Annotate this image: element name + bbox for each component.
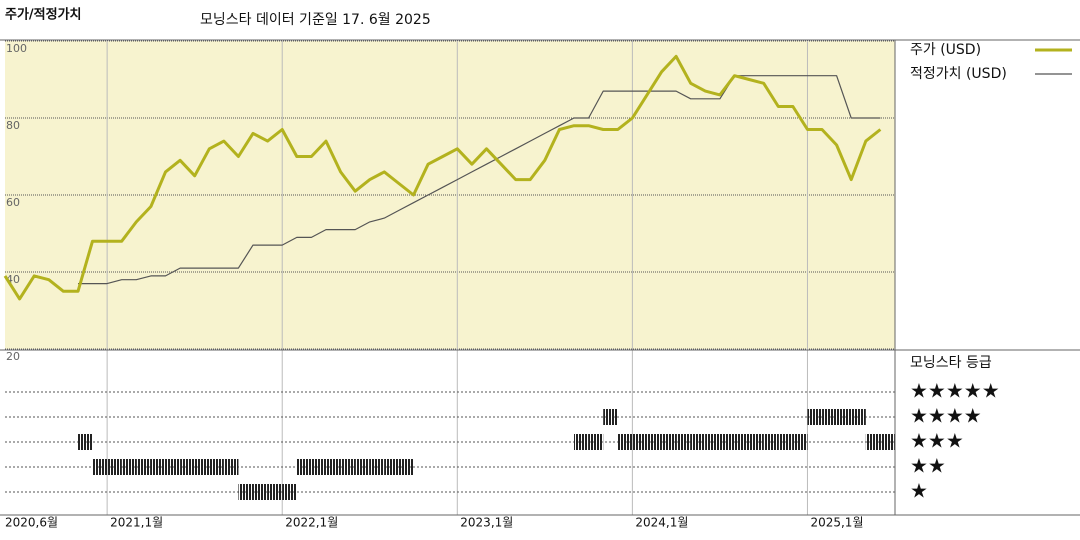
rating-bar [165, 459, 181, 475]
rating-bar [121, 459, 137, 475]
rating-bar [209, 459, 224, 475]
x-tick-label: 2025,1월 [810, 516, 863, 530]
rating-bar [749, 434, 764, 450]
rating-bar [690, 434, 706, 450]
rating-label: ★★★★ [910, 404, 982, 428]
rating-bar [296, 459, 312, 475]
rating-bar [705, 434, 720, 450]
rating-bar [223, 459, 239, 475]
rating-bar [865, 434, 881, 450]
rating-bar [340, 459, 356, 475]
rating-title: 모닝스타 등급 [910, 355, 992, 371]
rating-bar [778, 434, 793, 450]
rating-bar [180, 459, 195, 475]
rating-bar [851, 409, 866, 425]
rating-bar [792, 434, 808, 450]
x-tick-label: 2024,1월 [635, 516, 688, 530]
x-tick-label: 2023,1월 [460, 516, 513, 530]
series-line [3, 54, 882, 301]
rating-bar [398, 459, 414, 475]
legend-label: 적정가치 (USD) [910, 66, 1007, 82]
rating-bar [632, 434, 647, 450]
series-line [78, 75, 881, 285]
rating-bar [588, 434, 604, 450]
rating-bar [836, 409, 852, 425]
rating-bar [311, 459, 326, 475]
rating-bar [822, 409, 837, 425]
x-tick-label: 2021,1월 [110, 516, 163, 530]
chart-title: 주가/적정가치 [5, 7, 82, 23]
rating-bar [267, 484, 283, 500]
rating-bar [646, 434, 662, 450]
x-tick-label: 2022,1월 [285, 516, 338, 530]
rating-bar [603, 409, 618, 425]
rating-label: ★★★ [910, 429, 964, 453]
rating-bar [369, 459, 385, 475]
rating-label: ★★★★★ [910, 379, 1000, 403]
rating-bar [355, 459, 370, 475]
rating-bar [238, 484, 254, 500]
legend-label: 주가 (USD) [910, 42, 981, 58]
rating-bar [763, 434, 779, 450]
rating-bar [136, 459, 151, 475]
y-tick-label: 100 [6, 42, 27, 55]
rating-bar [676, 434, 691, 450]
rating-bar [253, 484, 268, 500]
rating-label: ★ [910, 479, 928, 503]
y-tick-label: 20 [6, 350, 20, 363]
rating-bar [807, 409, 823, 425]
rating-bar [150, 459, 166, 475]
rating-bar [282, 484, 297, 500]
rating-label: ★★ [910, 454, 946, 478]
rating-bar [325, 459, 341, 475]
rating-bar [194, 459, 210, 475]
rating-bar [384, 459, 399, 475]
rating-bar [617, 434, 633, 450]
y-tick-label: 60 [6, 196, 20, 209]
rating-bar [574, 434, 589, 450]
y-tick-label: 80 [6, 119, 20, 132]
rating-bar [92, 459, 108, 475]
chart-subtitle: 모닝스타 데이터 기준일 17. 6월 2025 [200, 12, 431, 28]
rating-bar [77, 434, 93, 450]
rating-bar [719, 434, 735, 450]
x-tick-label: 2020,6월 [5, 516, 58, 530]
rating-bar [661, 434, 677, 450]
rating-bar [880, 434, 895, 450]
rating-bar [107, 459, 122, 475]
rating-bar [734, 434, 750, 450]
